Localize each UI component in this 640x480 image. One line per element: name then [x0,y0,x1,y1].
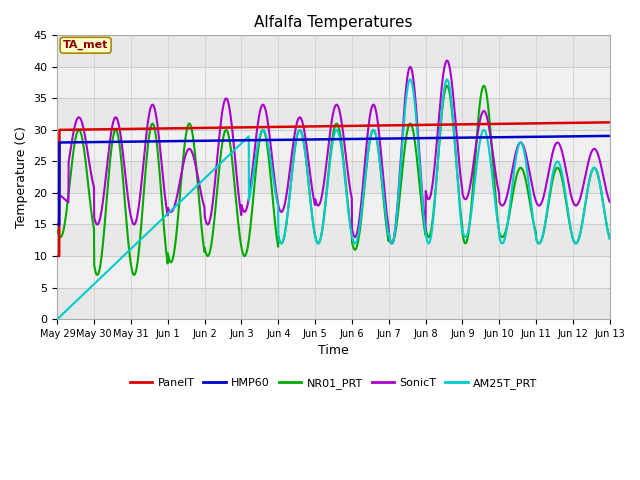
Bar [58,67,610,98]
Legend: PanelT, HMP60, NR01_PRT, SonicT, AM25T_PRT: PanelT, HMP60, NR01_PRT, SonicT, AM25T_P… [125,373,542,393]
Bar [58,161,610,193]
Bar [58,256,610,288]
Bar [58,36,610,67]
Bar [58,130,610,161]
X-axis label: Time: Time [318,344,349,357]
Text: TA_met: TA_met [63,40,108,50]
Bar [58,98,610,130]
Title: Alfalfa Temperatures: Alfalfa Temperatures [254,15,413,30]
Bar [58,288,610,319]
Bar [58,225,610,256]
Y-axis label: Temperature (C): Temperature (C) [15,126,28,228]
Bar [58,193,610,225]
